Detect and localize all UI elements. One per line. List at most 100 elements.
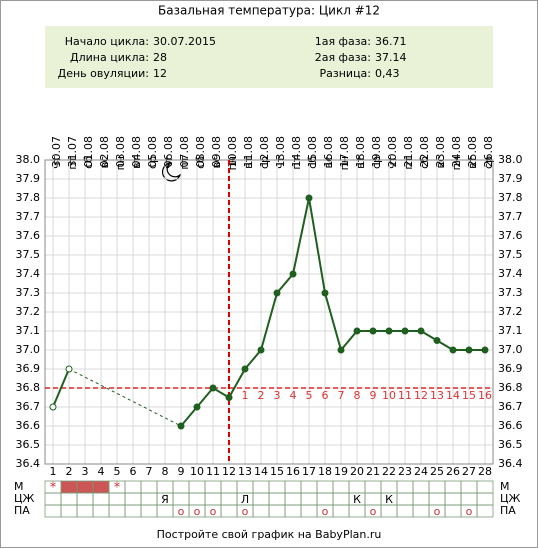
weekday-label: чт (162, 155, 175, 168)
y-tick-label: 37.7 (498, 210, 523, 223)
x-tick-label: 26 (446, 465, 460, 478)
luteal-day-label: 16 (478, 389, 492, 402)
point (65, 365, 73, 373)
plot-border (44, 159, 494, 465)
luteal-day-label: 9 (370, 389, 377, 402)
x-tick-label: 18 (318, 465, 332, 478)
y-tick-label: 37.0 (498, 343, 523, 356)
y-tick-label: 36.8 (16, 381, 41, 394)
weekday-label: ср (370, 156, 383, 169)
weekday-label: чт (50, 155, 63, 168)
chart-title: Базальная температура: Цикл #12 (158, 4, 380, 18)
weekday-label: вс (210, 156, 223, 169)
row-label: ПА (14, 504, 30, 517)
y-tick-label: 37.3 (16, 286, 41, 299)
luteal-day-label: 3 (274, 389, 281, 402)
y-tick-label: 37.2 (16, 305, 41, 318)
y-tick-label: 37.3 (498, 286, 523, 299)
weekday-label: пн (114, 156, 127, 170)
y-tick-label: 36.4 (16, 457, 41, 470)
row-cell-text: * (114, 481, 121, 496)
y-tick-label: 37.8 (498, 191, 523, 204)
info-value: 36.71 (375, 35, 407, 48)
row-cell-text: o (322, 505, 329, 518)
x-tick-label: 23 (398, 465, 412, 478)
info-value: 12 (153, 67, 167, 80)
point (49, 403, 57, 411)
line (52, 368, 70, 408)
row-cell-text: o (370, 505, 377, 518)
info-label: Начало цикла: (65, 35, 149, 48)
y-tick-label: 37.1 (498, 324, 523, 337)
gap-connector (68, 368, 182, 427)
y-tick-label: 36.5 (16, 438, 41, 451)
footer: Постройте свой график на BabyPlan.ru (157, 528, 382, 541)
point (321, 289, 329, 297)
weekday-label: ср (258, 156, 271, 169)
x-tick-label: 4 (98, 465, 105, 478)
weekday-label: вт (130, 155, 143, 168)
weekday-label: вт (466, 155, 479, 168)
y-tick-label: 36.6 (16, 419, 41, 432)
row-cell-text: К (385, 493, 393, 506)
y-tick-label: 36.6 (498, 419, 523, 432)
row-cell-text: o (194, 505, 201, 518)
y-tick-label: 37.5 (498, 248, 523, 261)
luteal-day-label: 2 (258, 389, 265, 402)
point (209, 384, 217, 392)
row-label: М (14, 480, 24, 493)
y-tick-label: 36.7 (16, 400, 41, 413)
luteal-day-label: 12 (414, 389, 428, 402)
point (273, 289, 281, 297)
y-tick-label: 37.6 (16, 229, 41, 242)
weekday-label: сб (306, 156, 319, 169)
row-label: ПА (500, 504, 516, 517)
y-tick-label: 37.2 (498, 305, 523, 318)
point (417, 327, 425, 335)
weekday-label: чт (386, 155, 399, 168)
row-label: ЦЖ (14, 492, 35, 505)
y-tick-label: 37.5 (16, 248, 41, 261)
point (241, 365, 249, 373)
y-tick-label: 37.4 (498, 267, 523, 280)
moon-icon (162, 162, 182, 182)
x-tick-label: 11 (206, 465, 220, 478)
row-cell-text: Л (241, 493, 249, 506)
row-label: М (500, 480, 510, 493)
info-label: Разница: (320, 67, 372, 80)
point (305, 194, 313, 202)
luteal-day-label: 11 (398, 389, 412, 402)
info-value: 0,43 (375, 67, 400, 80)
weekday-label: пн (338, 156, 351, 170)
luteal-day-label: 13 (430, 389, 444, 402)
info-value: 37.14 (375, 51, 407, 64)
weekday-label: ср (482, 156, 495, 169)
weekday-label: сб (418, 156, 431, 169)
x-tick-label: 25 (430, 465, 444, 478)
x-tick-label: 10 (190, 465, 204, 478)
info-label: 2ая фаза: (315, 51, 371, 64)
y-tick-label: 37.6 (498, 229, 523, 242)
y-tick-label: 37.1 (16, 324, 41, 337)
row-cell-text: o (178, 505, 185, 518)
point (433, 337, 441, 344)
row-label: ЦЖ (500, 492, 521, 505)
point (481, 346, 489, 354)
x-tick-label: 19 (334, 465, 348, 478)
row-cell-text: o (466, 505, 473, 518)
weekday-label: пн (226, 156, 239, 170)
row-cell-text: * (50, 481, 57, 496)
info-value: 28 (153, 51, 167, 64)
luteal-day-label: 6 (322, 389, 329, 402)
x-tick-label: 20 (350, 465, 364, 478)
weekday-label: пт (66, 155, 79, 169)
weekday-label: ср (146, 156, 159, 169)
row-cell-text: o (434, 505, 441, 518)
y-tick-label: 37.0 (16, 343, 41, 356)
luteal-day-label: 4 (290, 389, 297, 402)
x-tick-label: 13 (238, 465, 252, 478)
x-tick-label: 6 (130, 465, 137, 478)
info-box (45, 26, 493, 88)
luteal-day-label: 8 (354, 389, 361, 402)
